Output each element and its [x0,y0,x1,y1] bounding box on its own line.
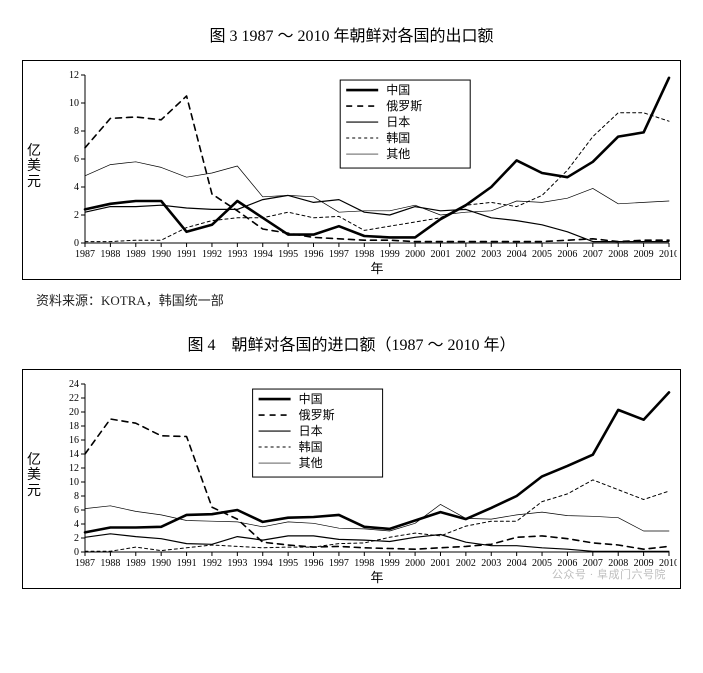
svg-text:2007: 2007 [583,249,603,260]
svg-text:1990: 1990 [151,558,171,569]
svg-text:1997: 1997 [329,558,349,569]
svg-text:14: 14 [69,449,79,460]
svg-text:2003: 2003 [481,249,501,260]
svg-text:其他: 其他 [299,456,323,470]
svg-text:2002: 2002 [456,558,476,569]
svg-text:24: 24 [69,379,79,390]
figure-4-ylabel: 亿美元 [27,453,41,499]
svg-text:2006: 2006 [557,249,577,260]
svg-text:1987: 1987 [75,249,95,260]
svg-text:6: 6 [74,505,79,516]
svg-text:韩国: 韩国 [299,439,323,454]
figure-4-chart: 亿美元 024681012141618202224198719881989199… [22,369,681,589]
svg-text:2005: 2005 [532,558,552,569]
figure-3-plot: 0 2 4 6 8 10 12 1987 1988 1989 1990 1991 1992 1993 199… [57,67,677,277]
svg-text:1992: 1992 [202,558,222,569]
svg-text:2: 2 [74,533,79,544]
svg-text:2005: 2005 [532,249,552,260]
svg-text:年: 年 [370,570,383,585]
svg-text:6: 6 [74,154,79,165]
svg-text:1997: 1997 [329,249,349,260]
figure-4: 图 4 朝鲜对各国的进口额（1987 ～ 2010 年） 亿美元 0246810… [22,331,681,589]
svg-text:1994: 1994 [253,249,273,260]
figure-4-title: 图 4 朝鲜对各国的进口额（1987 ～ 2010 年） [22,331,681,355]
ylabel-vertical: 亿美元 [27,453,41,499]
svg-text:1990: 1990 [151,249,171,260]
svg-text:2000: 2000 [405,249,425,260]
svg-text:2009: 2009 [634,249,654,260]
svg-text:1998: 1998 [354,249,374,260]
svg-text:日本: 日本 [299,424,323,438]
svg-text:12: 12 [69,70,79,81]
svg-text:8: 8 [74,491,79,502]
svg-text:1998: 1998 [354,558,374,569]
figure-3-ylabel: 亿美元 亿美元 [27,144,41,190]
svg-text:2008: 2008 [608,249,628,260]
svg-text:4: 4 [74,519,79,530]
svg-text:10: 10 [69,98,79,109]
svg-text:1988: 1988 [100,558,120,569]
svg-text:2001: 2001 [430,558,450,569]
svg-text:1999: 1999 [380,558,400,569]
figure-3-source: 资料来源：KOTRA，韩国统一部 [36,290,681,309]
svg-text:日本: 日本 [386,115,410,129]
watermark: 公众号 · 阜成门六号院 [552,566,666,582]
figure-3-title: 图 3 1987 ～ 2010 年朝鲜对各国的出口额 [22,22,681,46]
svg-text:年: 年 [370,261,383,276]
svg-text:2010: 2010 [659,249,677,260]
svg-text:12: 12 [69,463,79,474]
svg-text:其他: 其他 [386,147,410,161]
svg-text:1993: 1993 [227,249,247,260]
svg-text:1996: 1996 [304,558,324,569]
svg-text:2004: 2004 [507,558,527,569]
svg-text:2004: 2004 [507,249,527,260]
svg-text:1989: 1989 [126,558,146,569]
svg-text:1992: 1992 [202,249,222,260]
svg-text:10: 10 [69,477,79,488]
svg-text:8: 8 [74,126,79,137]
svg-text:18: 18 [69,421,79,432]
svg-text:1988: 1988 [100,249,120,260]
svg-text:2: 2 [74,210,79,221]
svg-text:0: 0 [74,547,79,558]
figure-4-plot: 0246810121416182022241987198819891990199… [57,376,677,586]
ylabel-vertical: 亿美元 [27,144,41,190]
svg-text:4: 4 [74,182,79,193]
svg-text:1995: 1995 [278,558,298,569]
svg-text:1996: 1996 [304,249,324,260]
svg-text:2001: 2001 [430,249,450,260]
svg-text:1987: 1987 [75,558,95,569]
svg-text:2002: 2002 [456,249,476,260]
svg-text:俄罗斯: 俄罗斯 [299,408,335,422]
svg-text:2000: 2000 [405,558,425,569]
svg-text:1989: 1989 [126,249,146,260]
figure-3-chart: 亿美元 亿美元 0 2 4 6 8 10 12 1987 1988 1989 1990 1991 199… [22,60,681,280]
svg-text:1993: 1993 [227,558,247,569]
svg-text:1995: 1995 [278,249,298,260]
svg-text:中国: 中国 [386,82,410,97]
svg-text:0: 0 [74,238,79,249]
svg-text:20: 20 [69,407,79,418]
svg-text:俄罗斯: 俄罗斯 [386,99,422,113]
svg-text:16: 16 [69,435,79,446]
svg-text:1991: 1991 [177,249,197,260]
svg-text:1991: 1991 [177,558,197,569]
svg-text:韩国: 韩国 [386,130,410,145]
svg-text:中国: 中国 [299,391,323,406]
svg-text:22: 22 [69,393,79,404]
svg-text:2003: 2003 [481,558,501,569]
svg-text:1994: 1994 [253,558,273,569]
svg-text:1999: 1999 [380,249,400,260]
figure-3: 图 3 1987 ～ 2010 年朝鲜对各国的出口额 亿美元 亿美元 0 2 4 6 8… [22,22,681,309]
